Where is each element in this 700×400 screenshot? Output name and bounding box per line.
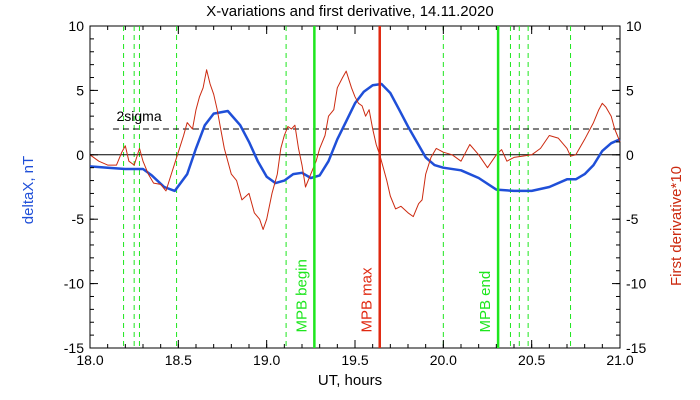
sigma-label: 2sigma bbox=[117, 108, 162, 124]
y-axis-label-left: deltaX, nT bbox=[20, 156, 37, 224]
derivative-series-line bbox=[89, 69, 621, 230]
x-tick-label: 20.5 bbox=[518, 352, 545, 368]
plot-area: 2sigma MPB begin MPB max MPB end 18.0 18.5 19.… bbox=[64, 18, 647, 368]
y-tick-label-left: -10 bbox=[64, 276, 84, 292]
y-tick-label-right: -10 bbox=[626, 276, 646, 292]
y-tick-label-right: -15 bbox=[626, 340, 646, 356]
y-tick-label-left: 10 bbox=[68, 18, 84, 34]
chart-title: X-variations and first derivative, 14.11… bbox=[206, 3, 493, 20]
y-axis-label-right: First derivative*10 bbox=[668, 166, 685, 286]
x-axis-label: UT, hours bbox=[318, 372, 382, 389]
marker-label: MPB end bbox=[477, 271, 494, 333]
x-tick-label: 19.0 bbox=[253, 352, 280, 368]
marker-label: MPB begin bbox=[293, 259, 310, 332]
y-tick-label-right: -5 bbox=[626, 211, 639, 227]
y-tick-label-left: 0 bbox=[76, 147, 84, 163]
x-tick-label: 18.5 bbox=[165, 352, 192, 368]
y-tick-label-left: -5 bbox=[72, 211, 85, 227]
y-tick-label-right: 0 bbox=[626, 147, 634, 163]
x-tick-label: 21.0 bbox=[606, 352, 633, 368]
y-tick-label-right: 5 bbox=[626, 82, 634, 98]
x-tick-label: 18.0 bbox=[76, 352, 103, 368]
y-tick-label-right: 10 bbox=[626, 18, 642, 34]
y-tick-label-left: 5 bbox=[76, 82, 84, 98]
marker-label: MPB max bbox=[359, 267, 376, 333]
x-tick-label: 19.5 bbox=[341, 352, 368, 368]
deltax-series-line bbox=[89, 82, 621, 193]
plot-frame bbox=[89, 25, 621, 349]
y-tick-label-left: -15 bbox=[64, 340, 84, 356]
x-tick-label: 20.0 bbox=[430, 352, 457, 368]
